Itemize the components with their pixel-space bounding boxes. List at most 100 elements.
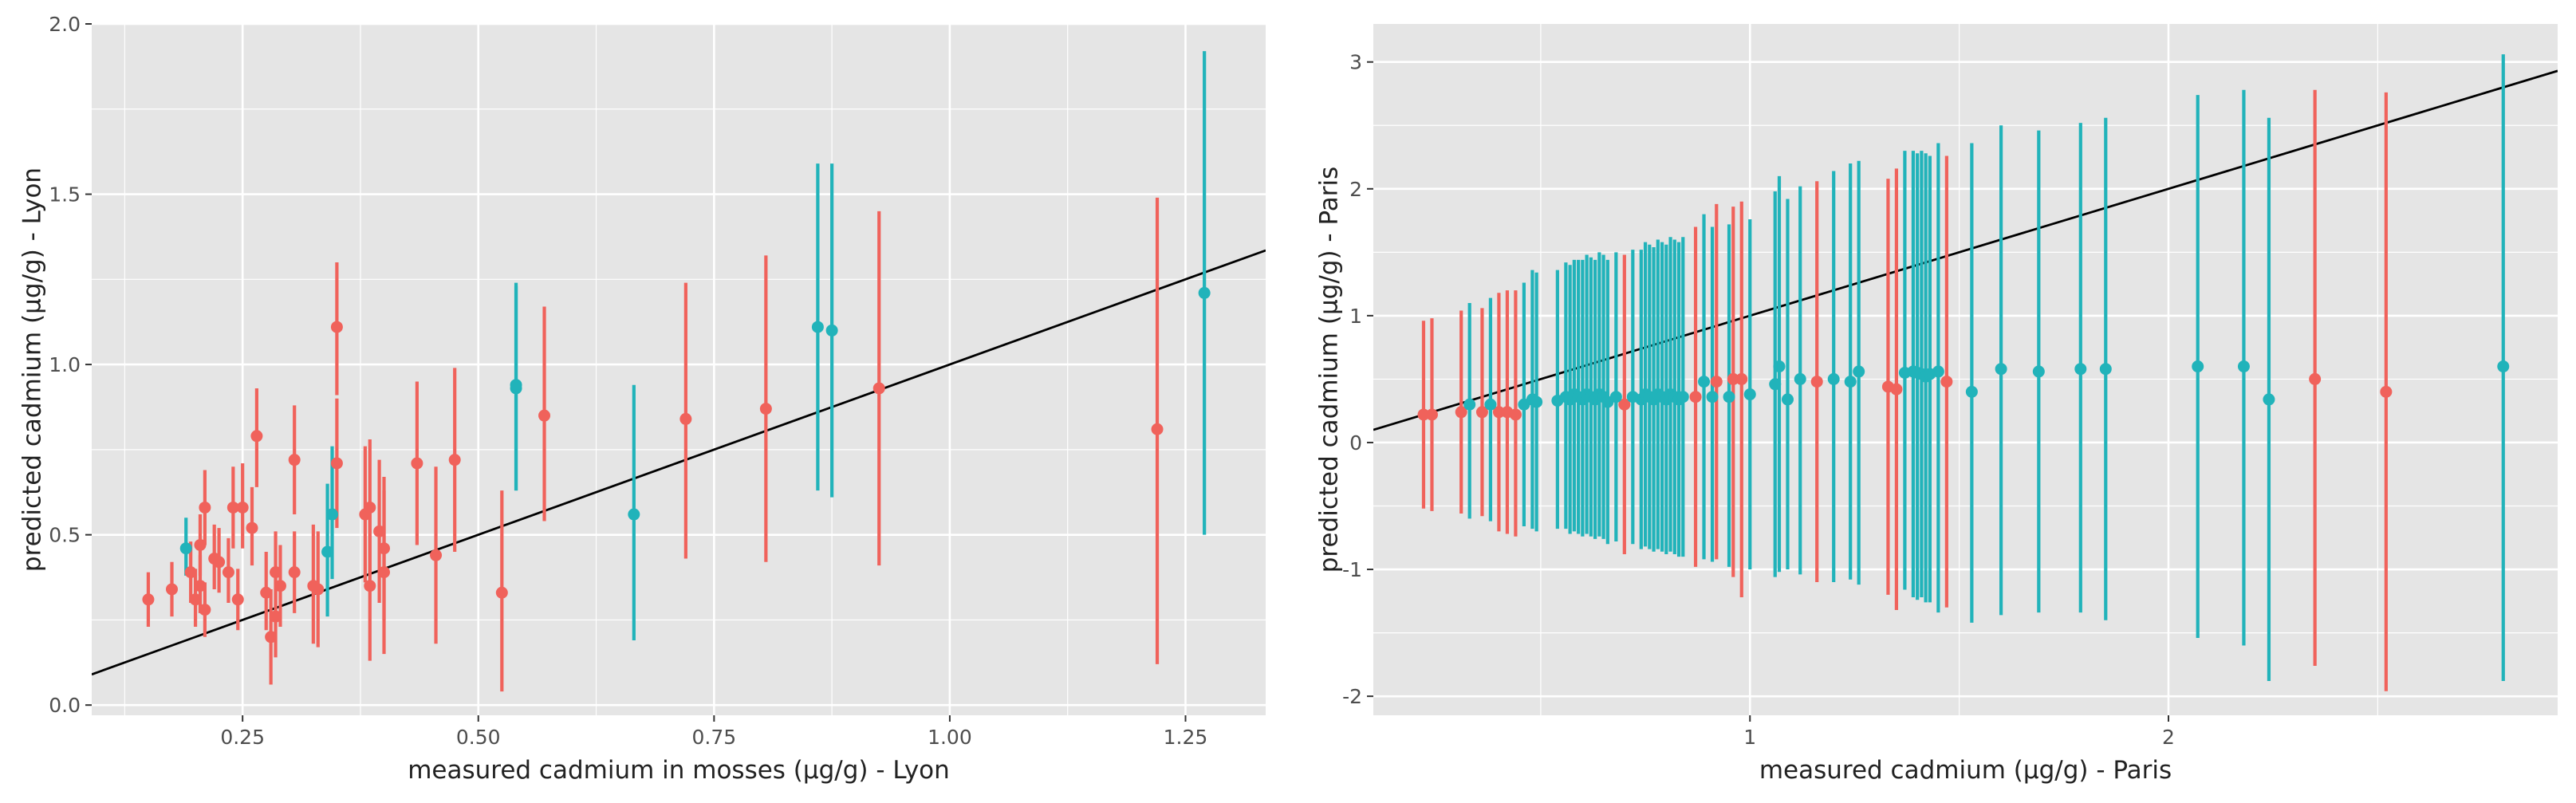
group-B-point <box>1844 376 1857 388</box>
lyon-identity-line <box>92 249 1266 676</box>
group-B-point <box>1484 398 1497 411</box>
paris-data-points <box>1417 360 2510 421</box>
y-tick-label: 2.0 <box>49 13 81 36</box>
group-A-point <box>679 412 692 425</box>
y-tick-label: 1.5 <box>49 183 81 207</box>
group-A-point <box>330 321 343 333</box>
group-B-point <box>1995 363 2007 376</box>
group-A-point <box>1940 376 1953 388</box>
group-A-point <box>246 522 258 534</box>
group-A-point <box>260 586 273 599</box>
x-tick-label: 0.50 <box>456 726 501 749</box>
group-A-point <box>250 430 263 443</box>
x-tick-label: 2 <box>2162 726 2175 749</box>
group-B-point <box>2074 363 2087 376</box>
y-tick-label: 1 <box>1349 305 1362 328</box>
group-A-point <box>270 610 282 623</box>
group-A-point <box>1509 408 1522 421</box>
group-A-point <box>199 604 211 616</box>
group-A-point <box>430 549 443 561</box>
group-A-point <box>189 593 202 606</box>
group-B-point <box>2099 363 2112 376</box>
group-A-point <box>236 501 249 514</box>
x-tick-label: 0.75 <box>692 726 737 749</box>
paris-y-axis-label: predicted cadmium (µg/g) - Paris <box>1315 167 1344 573</box>
group-B-point <box>811 321 824 333</box>
group-B-point <box>1609 391 1622 403</box>
y-tick-label: -1 <box>1342 558 1362 581</box>
group-B-point <box>1530 396 1543 408</box>
group-A-point <box>378 542 391 555</box>
group-A-point <box>1151 423 1164 435</box>
y-tick-label: -2 <box>1342 685 1362 708</box>
group-A-point <box>1417 408 1430 421</box>
group-A-point <box>265 631 278 644</box>
group-B-point <box>1698 376 1711 388</box>
y-tick-label: 3 <box>1349 51 1362 74</box>
group-A-point <box>142 593 155 606</box>
group-A-point <box>194 538 207 551</box>
group-B-point <box>1827 372 1840 385</box>
group-A-point <box>373 525 386 537</box>
group-A-point <box>312 583 325 596</box>
group-B-point <box>628 508 640 521</box>
paris-x-axis-label: measured cadmium (µg/g) - Paris <box>1759 756 2172 785</box>
paris-plot-background <box>1373 24 2558 715</box>
group-A-point <box>165 583 178 596</box>
group-A-point <box>1618 398 1631 411</box>
group-A-point <box>1890 383 1903 396</box>
group-B-point <box>825 324 838 337</box>
group-A-point <box>288 454 301 466</box>
y-tick-label: 2 <box>1349 178 1362 201</box>
group-B-point <box>1781 393 1794 406</box>
x-tick-label: 1.00 <box>928 726 972 749</box>
group-B-point <box>1198 286 1211 299</box>
group-A-point <box>364 501 376 514</box>
y-tick-label: 0.5 <box>49 524 81 547</box>
group-B-point <box>1773 360 1786 373</box>
group-B-point <box>1965 385 1978 398</box>
group-A-point <box>330 457 343 470</box>
group-A-point <box>274 580 286 592</box>
group-B-point <box>179 542 192 555</box>
group-B-point <box>1769 378 1782 391</box>
group-B-point <box>2237 360 2250 373</box>
group-B-point <box>2192 360 2204 373</box>
paris-panel: 1 2 -2 -1 0 1 2 3 measured cadmium (µg/g) - Par… <box>1315 24 2558 785</box>
group-A-point <box>495 586 508 599</box>
group-A-point <box>872 382 885 395</box>
group-A-point <box>1735 372 1748 385</box>
group-A-point <box>231 593 244 606</box>
group-A-point <box>448 454 461 466</box>
group-B-point <box>1463 398 1476 411</box>
group-B-point <box>1794 372 1806 385</box>
group-A-point <box>194 580 207 592</box>
lyon-data-points <box>142 286 1211 644</box>
group-A-point <box>288 566 301 579</box>
group-A-point <box>222 566 234 579</box>
group-B-point <box>325 508 338 521</box>
group-B-point <box>1853 365 1865 378</box>
group-A-point <box>1710 376 1723 388</box>
group-B-point <box>1743 388 1756 401</box>
x-tick-label: 0.25 <box>220 726 265 749</box>
group-A-point <box>1455 406 1467 419</box>
group-B-point <box>1676 391 1689 403</box>
group-A-point <box>226 501 239 514</box>
group-B-point <box>321 545 334 558</box>
group-B-point <box>1706 391 1719 403</box>
y-tick-label: 0.0 <box>49 694 81 717</box>
x-tick-label: 1.25 <box>1164 726 1208 749</box>
group-A-point <box>2309 372 2322 385</box>
group-A-point <box>199 501 211 514</box>
paris-plot-area <box>1373 54 2558 691</box>
group-A-point <box>411 457 423 470</box>
group-B-point <box>2032 365 2045 378</box>
group-A-point <box>213 556 226 569</box>
y-tick-label: 1.0 <box>49 353 81 376</box>
group-A-point <box>1810 376 1823 388</box>
x-tick-label: 1 <box>1743 726 1756 749</box>
group-A-point <box>364 580 376 592</box>
lyon-x-axis-label: measured cadmium in mosses (µg/g) - Lyon <box>408 756 950 785</box>
